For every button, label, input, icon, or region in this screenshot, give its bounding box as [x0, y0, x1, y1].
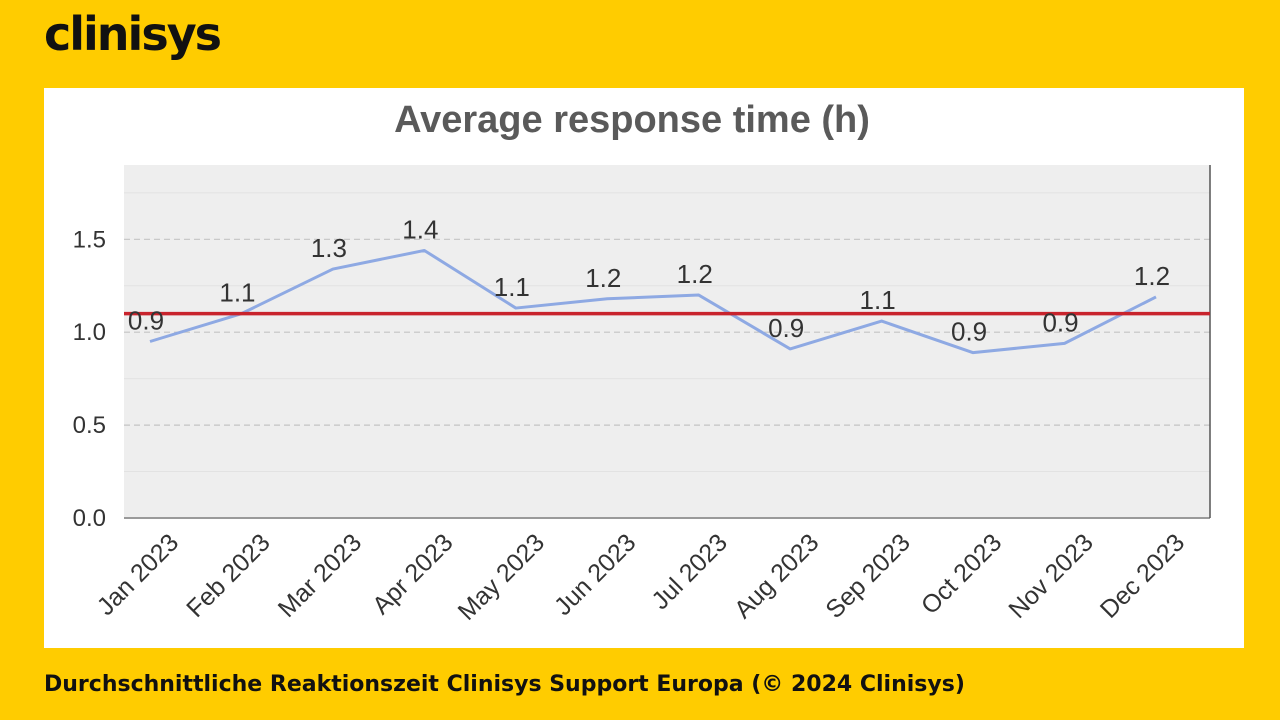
- x-tick-label: Jun 2023: [549, 528, 642, 621]
- data-label: 1.2: [1134, 261, 1170, 291]
- data-label: 0.9: [951, 317, 987, 347]
- data-label: 1.2: [585, 263, 621, 293]
- data-label: 1.1: [860, 285, 896, 315]
- x-tick-label: Dec 2023: [1095, 528, 1190, 623]
- data-label: 1.4: [402, 214, 438, 244]
- x-tick-label: Jul 2023: [646, 528, 733, 615]
- x-tick-label: Oct 2023: [916, 528, 1008, 620]
- x-tick-label: Nov 2023: [1003, 528, 1098, 623]
- data-label: 0.9: [1042, 307, 1078, 337]
- data-label: 0.9: [128, 306, 164, 336]
- y-tick-label: 0.5: [73, 412, 106, 439]
- x-tick-label: Apr 2023: [367, 528, 459, 620]
- data-label: 1.3: [311, 233, 347, 263]
- x-tick-label: Feb 2023: [181, 528, 275, 622]
- plot-area: [124, 165, 1210, 518]
- x-tick-label: Sep 2023: [820, 528, 915, 623]
- data-label: 1.1: [494, 272, 530, 302]
- series-line: [149, 248, 1157, 355]
- data-label: 0.9: [768, 313, 804, 343]
- x-tick-label: May 2023: [453, 528, 550, 625]
- data-label: 1.2: [677, 259, 713, 289]
- x-tick-label: Jan 2023: [92, 528, 185, 621]
- line-chart: 0.0 0.5 1.0 1.5 0.9 1.1 1.3 1.4 1.1 1.2 1.2 0.9 1.1 0…: [73, 99, 1211, 626]
- chart-card: 0.0 0.5 1.0 1.5 0.9 1.1 1.3 1.4 1.1 1.2 1.2 0.9 1.1 0…: [44, 88, 1244, 648]
- clinisys-logo: clinisys: [44, 7, 222, 61]
- data-label: 1.1: [219, 278, 255, 308]
- x-tick-label: Mar 2023: [273, 528, 367, 622]
- y-tick-label: 1.5: [73, 226, 106, 253]
- y-tick-label: 0.0: [73, 505, 106, 532]
- footer-caption: Durchschnittliche Reaktionszeit Clinisys…: [44, 672, 965, 697]
- x-tick-label: Aug 2023: [729, 528, 824, 623]
- y-tick-label: 1.0: [73, 319, 106, 346]
- chart-title: Average response time (h): [394, 99, 870, 141]
